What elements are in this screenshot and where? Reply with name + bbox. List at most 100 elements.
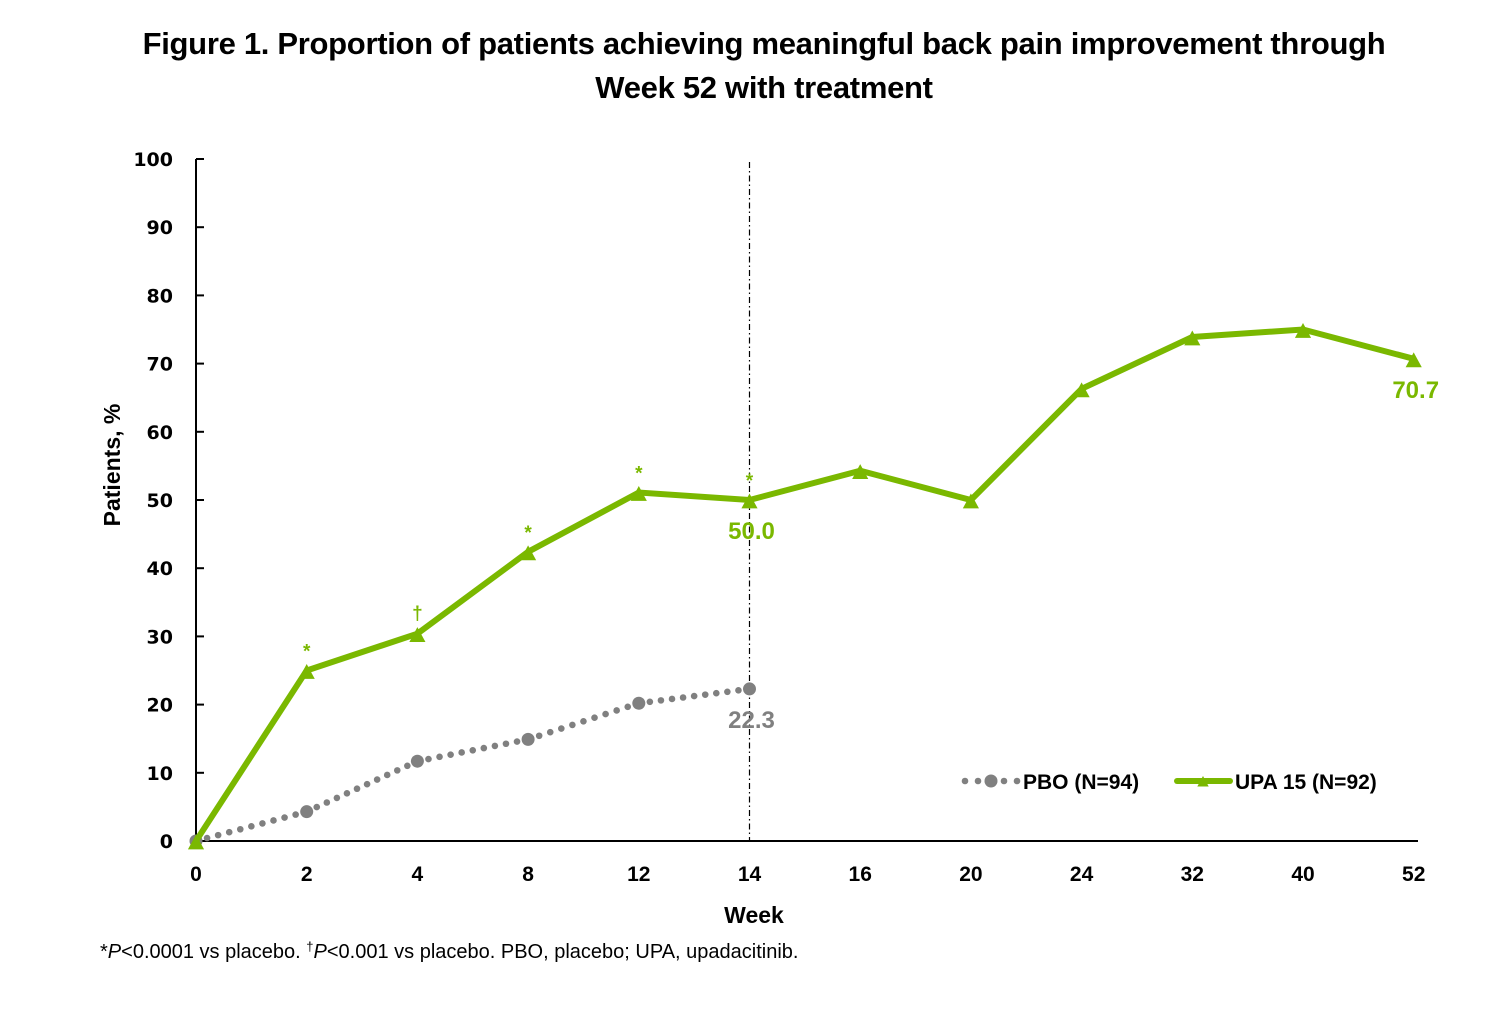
series-line-dot xyxy=(546,728,554,736)
series-line-dot xyxy=(480,744,488,752)
series-line-dot xyxy=(436,753,443,761)
series-line-dot xyxy=(735,687,742,694)
series-line-dot xyxy=(313,803,321,811)
x-tick-label: 32 xyxy=(1181,863,1204,886)
y-tick-label: 40 xyxy=(147,558,173,580)
series-line-dot xyxy=(668,695,676,703)
x-axis-ticks: 0 2 4 8 12 14 16 20 24 32 40 52 xyxy=(190,863,1425,886)
y-tick-label: 80 xyxy=(147,285,173,307)
y-tick-label: 0 xyxy=(160,831,173,853)
y-tick-label: 30 xyxy=(147,626,173,648)
series-line-dot xyxy=(724,688,731,696)
data-point-marker xyxy=(300,805,314,819)
data-label: 70.7 xyxy=(1392,377,1439,404)
legend-line-dot xyxy=(961,777,969,785)
series-line-dot xyxy=(469,746,477,754)
x-tick-label: 4 xyxy=(412,863,424,886)
x-tick-label: 12 xyxy=(627,863,650,886)
legend: PBO (N=94) UPA 15 (N=92) xyxy=(961,771,1377,794)
chart-title: Figure 1. Proportion of patients achievi… xyxy=(0,22,1506,110)
series-line-dot xyxy=(712,689,720,697)
series-line-dot xyxy=(591,714,598,721)
series-line-dot xyxy=(270,817,277,824)
y-tick-label: 100 xyxy=(133,149,173,171)
significance-mark: * xyxy=(635,463,643,484)
data-labels-layer: 22.3 * † * * * 50.0 70.7 xyxy=(303,377,1439,734)
data-point-marker xyxy=(741,493,758,509)
footnote-p2-italic: P xyxy=(313,941,327,963)
data-point-marker xyxy=(743,682,756,696)
legend-line-dot xyxy=(1000,777,1008,785)
x-axis-title: Week xyxy=(724,902,784,928)
data-point-marker xyxy=(409,627,426,643)
series-line-dot xyxy=(383,771,391,779)
series-line-dot xyxy=(613,707,620,714)
series-layer xyxy=(187,323,1422,850)
x-tick-label: 0 xyxy=(190,863,202,886)
data-label: 50.0 xyxy=(728,518,775,545)
series-line-dot xyxy=(447,751,454,758)
series-line-dot xyxy=(373,776,381,783)
series-line-dot xyxy=(323,799,331,806)
legend-item-pbo: PBO (N=94) xyxy=(961,771,1139,794)
series-line-dot xyxy=(558,725,565,732)
series-line-dot xyxy=(393,767,401,774)
series-line-dot xyxy=(333,794,341,802)
series-line-dot xyxy=(580,718,587,725)
footnote-dagger: † xyxy=(306,939,314,954)
axes xyxy=(195,159,1418,842)
series-line-dot xyxy=(502,740,510,748)
series-line-dot xyxy=(657,697,665,704)
legend-marker-triangle xyxy=(1197,776,1209,787)
data-point-marker xyxy=(1405,352,1422,368)
series-line-dot xyxy=(281,814,288,821)
data-point-marker xyxy=(521,732,535,746)
y-tick-label: 90 xyxy=(147,217,173,239)
footnote-p1-text: <0.0001 vs placebo. xyxy=(121,941,307,963)
series-line-dot xyxy=(353,785,361,793)
series-line-dot xyxy=(646,698,654,706)
series-line-dot xyxy=(458,749,465,756)
data-point-marker xyxy=(1294,323,1312,338)
footnote: *P<0.0001 vs placebo. †P<0.001 vs placeb… xyxy=(100,939,799,964)
series-line-dot xyxy=(248,823,255,830)
data-point-marker xyxy=(298,664,315,679)
series-line-dot xyxy=(214,831,222,839)
legend-label-upa15: UPA 15 (N=92) xyxy=(1235,771,1377,794)
series-line-dot xyxy=(236,825,244,833)
significance-mark: † xyxy=(412,604,423,625)
footnote-p2-text: <0.001 vs placebo. PBO, placebo; UPA, up… xyxy=(326,941,799,963)
x-tick-label: 40 xyxy=(1291,863,1314,886)
data-point-marker xyxy=(632,696,646,710)
legend-marker-circle xyxy=(984,774,998,788)
y-tick-label: 10 xyxy=(147,763,173,785)
series-line-dot xyxy=(292,811,299,818)
footnote-star: * xyxy=(100,941,108,963)
y-tick-label: 20 xyxy=(147,695,173,717)
series-line xyxy=(193,326,1415,843)
significance-mark: * xyxy=(524,523,532,544)
significance-mark: * xyxy=(746,471,754,492)
legend-item-upa15: UPA 15 (N=92) xyxy=(1174,771,1377,794)
series-line-dot xyxy=(363,780,371,788)
data-point-marker xyxy=(1073,382,1090,398)
series-line-dot xyxy=(679,694,687,701)
data-point-marker xyxy=(962,493,979,509)
data-point-marker xyxy=(1184,330,1201,346)
x-tick-label: 14 xyxy=(738,863,762,886)
series-line-dot xyxy=(203,834,211,842)
y-tick-label: 60 xyxy=(147,422,173,444)
chart-title-line-2: Week 52 with treatment xyxy=(595,70,933,105)
legend-line-dot xyxy=(974,777,982,785)
chart-title-line-1: Figure 1. Proportion of patients achievi… xyxy=(142,26,1386,61)
data-point-marker xyxy=(852,464,869,480)
series-line-dot xyxy=(569,721,576,729)
series-line-dot xyxy=(602,710,609,718)
x-tick-label: 8 xyxy=(522,863,534,886)
legend-line-dot xyxy=(1013,777,1021,785)
series-line-dot xyxy=(701,691,709,698)
series-pbo xyxy=(189,682,756,848)
series-line-dot xyxy=(491,742,499,750)
y-tick-label: 50 xyxy=(147,490,173,512)
